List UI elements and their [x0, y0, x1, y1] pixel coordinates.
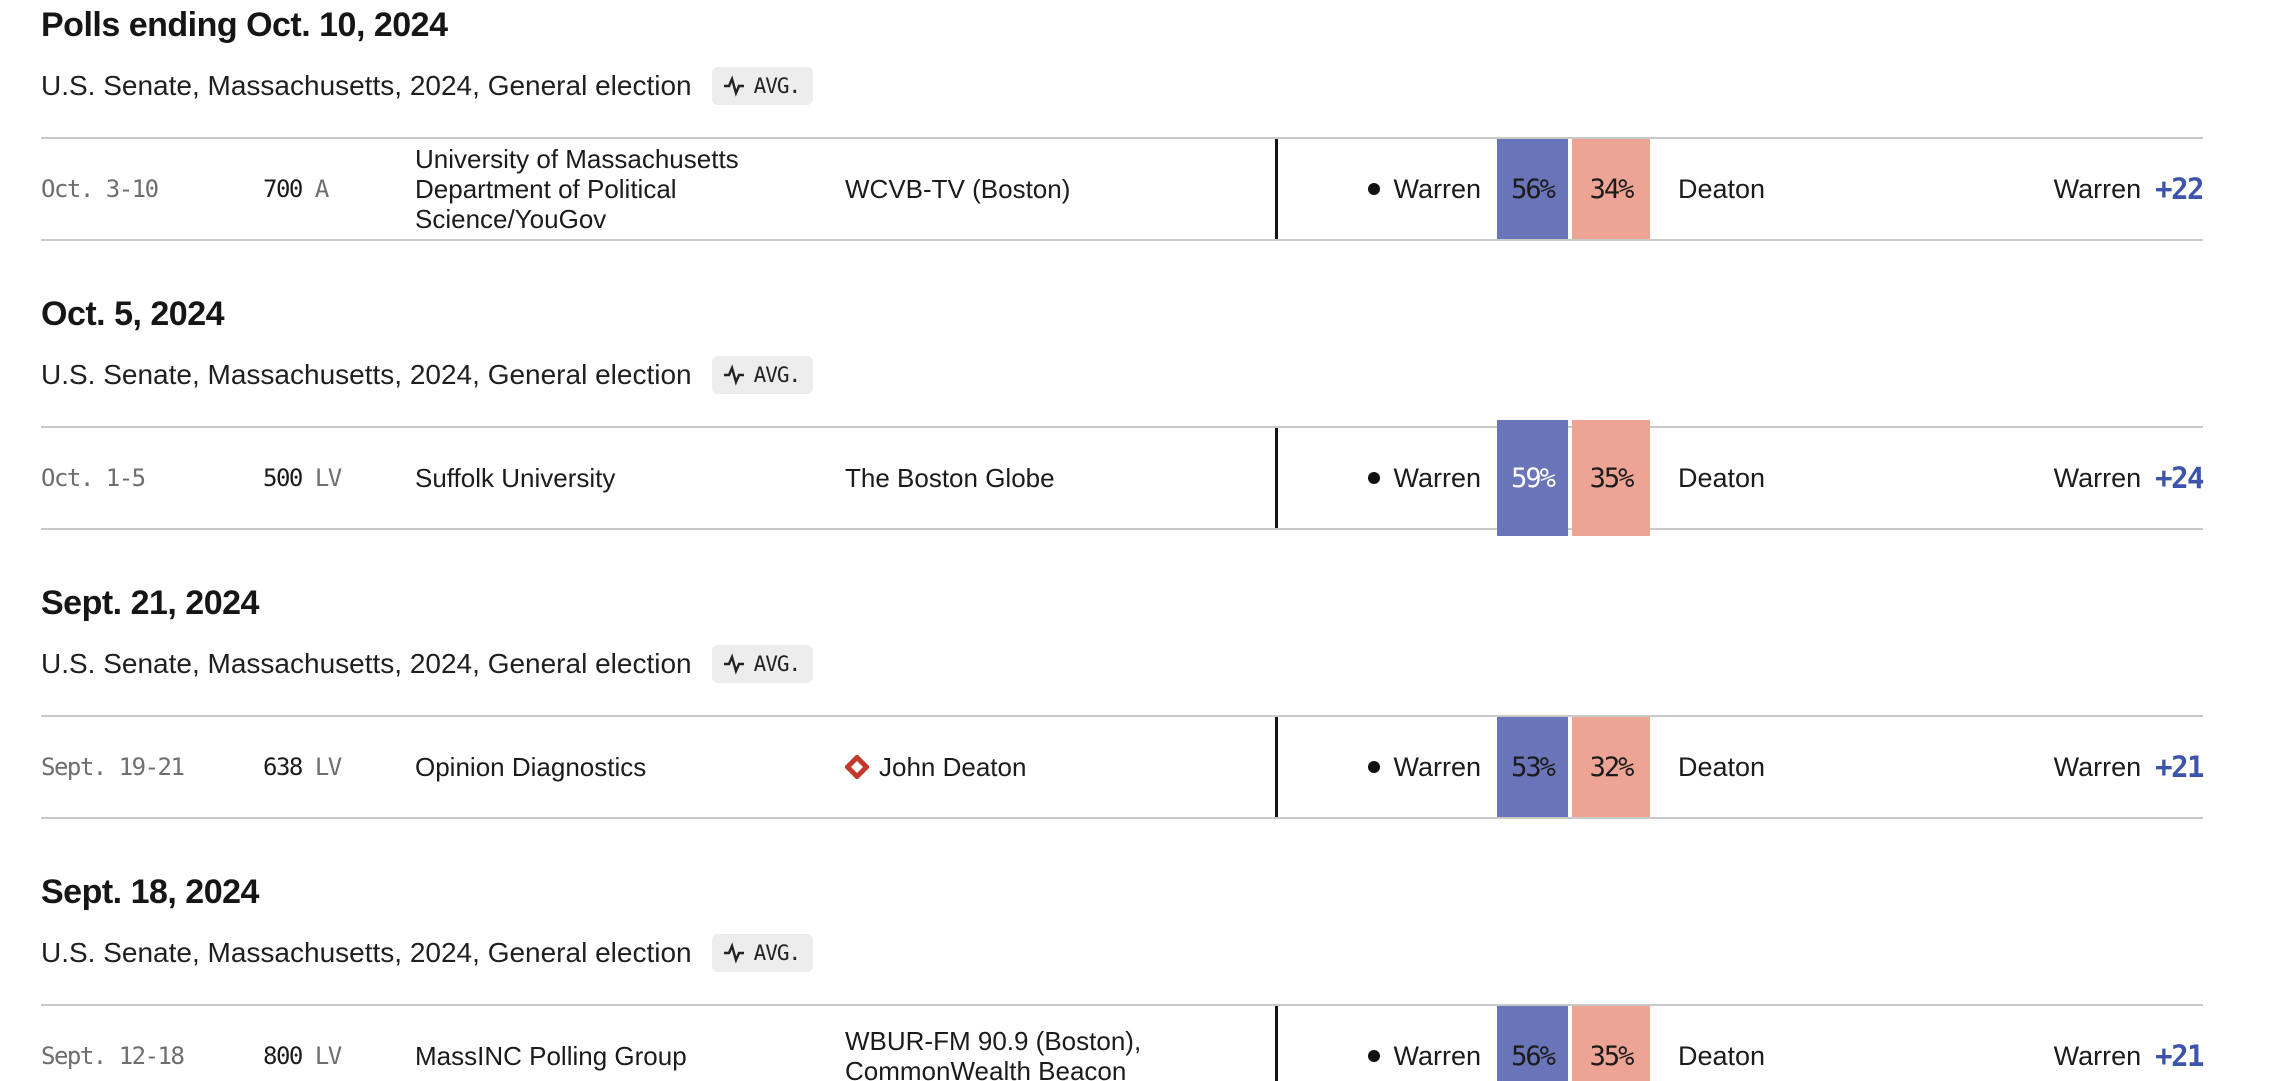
poll-dates: Oct. 3-10 — [41, 175, 159, 203]
rep-pct-bar: 35% — [1572, 420, 1650, 536]
avg-badge[interactable]: AVG. — [711, 645, 814, 683]
leader-cell: Warren — [1275, 139, 1497, 239]
dem-pct-bar: 56% — [1497, 1006, 1568, 1081]
poll-row[interactable]: Sept. 19-21 638 LV Opinion Diagnostics J… — [41, 715, 2205, 819]
leader-dot-icon — [1368, 1050, 1381, 1062]
net-value: +22 — [2155, 172, 2204, 206]
leader-dot-icon — [1368, 183, 1381, 195]
row-right-cell: Deaton Warren +24 — [1650, 461, 2205, 495]
leader-dot-icon — [1368, 761, 1381, 773]
pollster-name[interactable]: University of Massachusetts Department o… — [415, 144, 739, 234]
partisan-diamond-icon — [845, 755, 869, 779]
pulse-icon — [723, 942, 745, 964]
pulse-icon — [723, 364, 745, 386]
rep-pct-bar: 35% — [1572, 1006, 1650, 1081]
section-date-heading: Polls ending Oct. 10, 2024 — [41, 6, 448, 44]
net-value: +21 — [2155, 1039, 2204, 1073]
avg-badge[interactable]: AVG. — [711, 67, 814, 105]
sample-size: 800 — [263, 1042, 303, 1070]
dem-pct-bar: 53% — [1497, 717, 1568, 817]
leader-name: Warren — [1393, 173, 1481, 204]
avg-badge[interactable]: AVG. — [711, 356, 814, 394]
net-margin: Warren +21 — [2053, 750, 2205, 784]
net-margin: Warren +22 — [2053, 172, 2205, 206]
poll-dates: Oct. 1-5 — [41, 464, 146, 492]
net-leader-name: Warren — [2053, 173, 2142, 204]
sample-type: LV — [314, 753, 342, 781]
race-subtitle: U.S. Senate, Massachusetts, 2024, Genera… — [41, 648, 692, 679]
race-subtitle: U.S. Senate, Massachusetts, 2024, Genera… — [41, 937, 692, 968]
net-margin: Warren +21 — [2053, 1039, 2205, 1073]
pollster-name[interactable]: MassINC Polling Group — [415, 1041, 687, 1071]
net-leader-name: Warren — [2053, 462, 2142, 493]
net-value: +21 — [2155, 750, 2204, 784]
trailing-name: Deaton — [1678, 751, 1766, 782]
avg-badge-label: AVG. — [753, 74, 802, 98]
trailing-name: Deaton — [1678, 173, 1766, 204]
sample-size: 700 — [263, 175, 303, 203]
sample-type: LV — [314, 464, 342, 492]
race-subtitle-row: U.S. Senate, Massachusetts, 2024, Genera… — [41, 934, 2203, 972]
poll-sponsor: WBUR-FM 90.9 (Boston), CommonWealth Beac… — [845, 1026, 1142, 1081]
pulse-icon — [723, 653, 745, 675]
row-right-cell: Deaton Warren +22 — [1650, 172, 2205, 206]
rep-pct-bar: 32% — [1572, 717, 1650, 817]
sample-type: A — [314, 175, 329, 203]
net-leader-name: Warren — [2053, 751, 2142, 782]
section-date-heading: Oct. 5, 2024 — [41, 295, 225, 333]
row-right-cell: Deaton Warren +21 — [1650, 1039, 2205, 1073]
leader-cell: Warren — [1275, 1006, 1497, 1081]
avg-badge-label: AVG. — [753, 652, 802, 676]
race-subtitle-row: U.S. Senate, Massachusetts, 2024, Genera… — [41, 356, 2203, 394]
net-value: +24 — [2155, 461, 2204, 495]
poll-dates: Sept. 12-18 — [41, 1042, 185, 1070]
poll-section-sept-21: Sept. 21, 2024 U.S. Senate, Massachusett… — [41, 584, 2205, 819]
sample-size: 638 — [263, 753, 303, 781]
poll-row[interactable]: Sept. 12-18 800 LV MassINC Polling Group… — [41, 1004, 2205, 1081]
sample-type: LV — [314, 1042, 342, 1070]
poll-sponsor: WCVB-TV (Boston) — [845, 174, 1071, 204]
race-subtitle: U.S. Senate, Massachusetts, 2024, Genera… — [41, 359, 692, 390]
poll-sample: 700 A — [263, 175, 415, 203]
avg-badge-label: AVG. — [753, 941, 802, 965]
leader-cell: Warren — [1275, 717, 1497, 817]
poll-sponsor: The Boston Globe — [845, 463, 1055, 493]
leader-name: Warren — [1393, 1040, 1481, 1071]
section-date-heading: Sept. 18, 2024 — [41, 873, 259, 911]
poll-sample: 500 LV — [263, 464, 415, 492]
poll-row[interactable]: Oct. 3-10 700 A University of Massachuse… — [41, 137, 2205, 241]
race-subtitle-row: U.S. Senate, Massachusetts, 2024, Genera… — [41, 645, 2203, 683]
poll-section-oct-10: Polls ending Oct. 10, 2024 U.S. Senate, … — [41, 6, 2205, 241]
leader-cell: Warren — [1275, 428, 1497, 528]
poll-sample: 800 LV — [263, 1042, 415, 1070]
sponsor-name: John Deaton — [879, 752, 1027, 782]
poll-row[interactable]: Oct. 1-5 500 LV Suffolk University The B… — [41, 420, 2205, 536]
trailing-name: Deaton — [1678, 462, 1766, 493]
leader-name: Warren — [1393, 751, 1481, 782]
poll-dates: Sept. 19-21 — [41, 753, 185, 781]
avg-badge-label: AVG. — [753, 363, 802, 387]
poll-sponsor: John Deaton — [845, 752, 1275, 782]
poll-section-oct-5: Oct. 5, 2024 U.S. Senate, Massachusetts,… — [41, 295, 2205, 536]
section-date-heading: Sept. 21, 2024 — [41, 584, 259, 622]
leader-name: Warren — [1393, 462, 1481, 493]
dem-pct-bar: 56% — [1497, 139, 1568, 239]
race-subtitle-row: U.S. Senate, Massachusetts, 2024, Genera… — [41, 67, 2203, 105]
net-leader-name: Warren — [2053, 1040, 2142, 1071]
row-right-cell: Deaton Warren +21 — [1650, 750, 2205, 784]
trailing-name: Deaton — [1678, 1040, 1766, 1071]
leader-dot-icon — [1368, 472, 1381, 484]
race-subtitle: U.S. Senate, Massachusetts, 2024, Genera… — [41, 70, 692, 101]
sample-size: 500 — [263, 464, 303, 492]
avg-badge[interactable]: AVG. — [711, 934, 814, 972]
pollster-name[interactable]: Opinion Diagnostics — [415, 752, 647, 782]
net-margin: Warren +24 — [2053, 461, 2205, 495]
pulse-icon — [723, 75, 745, 97]
poll-section-sept-18: Sept. 18, 2024 U.S. Senate, Massachusett… — [41, 873, 2205, 1081]
dem-pct-bar: 59% — [1497, 420, 1568, 536]
poll-sample: 638 LV — [263, 753, 415, 781]
rep-pct-bar: 34% — [1572, 139, 1650, 239]
pollster-name[interactable]: Suffolk University — [415, 463, 616, 493]
